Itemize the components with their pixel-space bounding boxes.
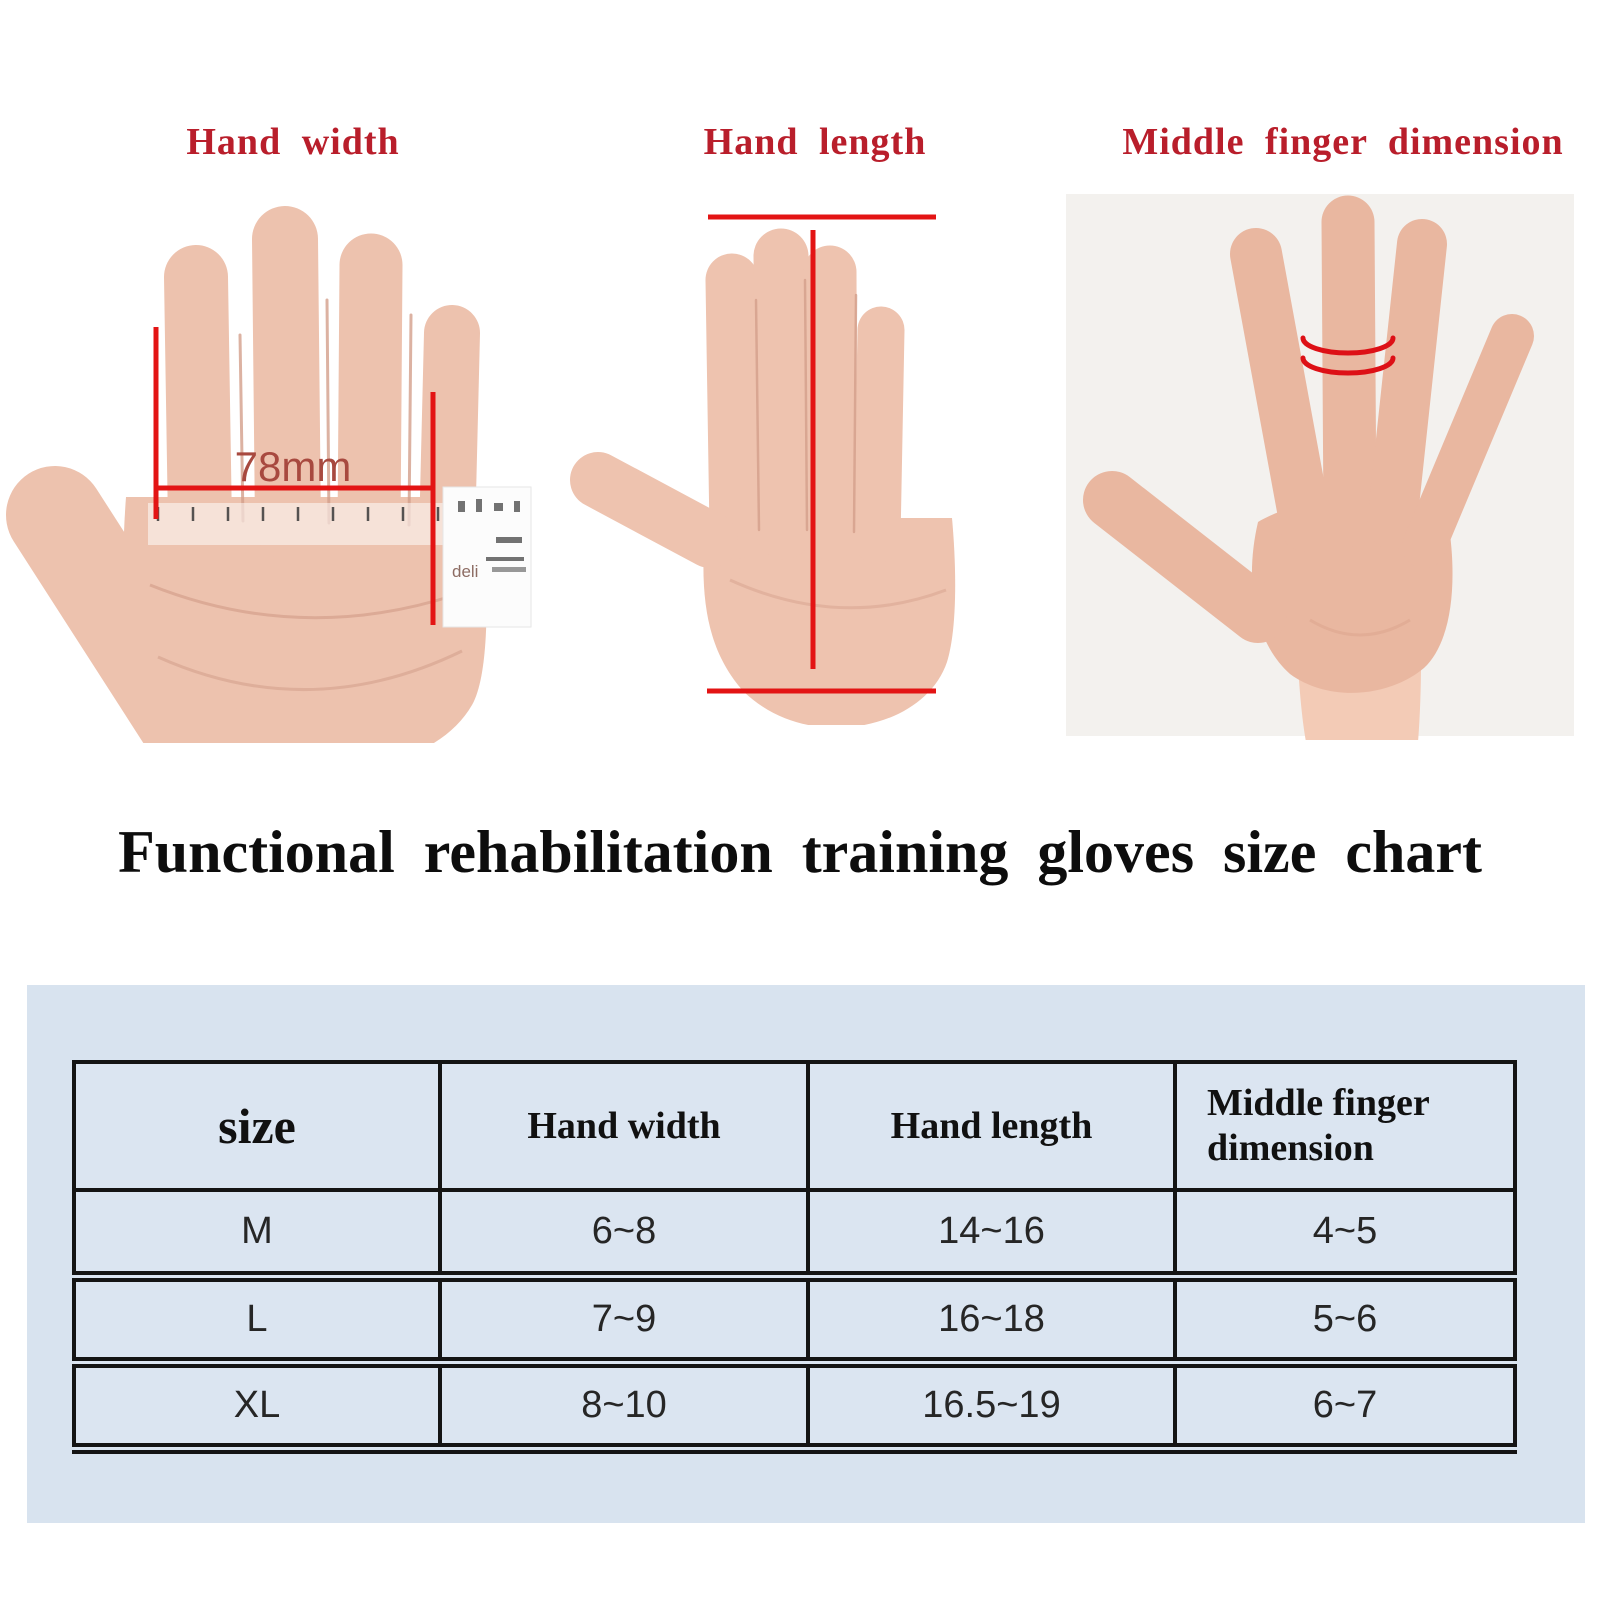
- hand-width-photo: deli 78mm: [0, 165, 560, 743]
- hand-width-label: Hand width: [186, 121, 400, 163]
- table-row-xl: XL 8~10 16.5~19 6~7: [72, 1356, 1517, 1454]
- header-hand-width: Hand width: [438, 1060, 810, 1192]
- length-measure-lines: [707, 214, 936, 694]
- size-table-header-row: size Hand width Hand length Middle finge…: [72, 1060, 1517, 1192]
- finger-gap-line: [407, 313, 413, 527]
- palm-crease: [1309, 618, 1411, 637]
- middle-finger-photo: [1060, 190, 1580, 740]
- cell-hand-length: 16.5~19: [806, 1356, 1177, 1454]
- thumb: [1083, 471, 1287, 643]
- middle-finger: [753, 228, 812, 560]
- width-measure-lines: [153, 327, 436, 625]
- header-middle-finger: Middle finger dimension: [1173, 1060, 1517, 1192]
- finger-gap-line: [852, 293, 858, 534]
- ruler-brand-text: deli: [452, 562, 478, 581]
- index-finger: [705, 253, 763, 559]
- finger-gap-line: [803, 278, 809, 532]
- hand-width-illustration: deli 78mm: [6, 206, 532, 743]
- index-finger: [164, 245, 232, 557]
- hand-length-label: Hand length: [703, 121, 927, 163]
- cell-hand-width: 7~9: [438, 1270, 810, 1364]
- palm-crease: [157, 649, 463, 692]
- cell-hand-length: 16~18: [806, 1270, 1177, 1364]
- thumb: [570, 452, 738, 568]
- cell-size: XL: [72, 1356, 442, 1454]
- index-finger: [1230, 228, 1332, 552]
- ring-finger: [337, 233, 403, 561]
- middle-finger-illustration: [1066, 194, 1574, 740]
- table-row-l: L 7~9 16~18 5~6: [72, 1270, 1517, 1364]
- hand-width-value: 78mm: [235, 443, 352, 490]
- ring-finger: [1367, 219, 1447, 549]
- hand-length-illustration: [570, 214, 956, 725]
- page-title: Functional rehabilitation training glove…: [118, 819, 1482, 885]
- table-row-m: M 6~8 14~16 4~5: [72, 1188, 1517, 1278]
- straight-hand-shape: [570, 228, 956, 725]
- palm-crease: [729, 578, 947, 610]
- middle-finger: [252, 206, 321, 560]
- palm-hand-shape: [6, 206, 487, 743]
- cell-size: L: [72, 1270, 442, 1364]
- cell-hand-width: 6~8: [438, 1188, 810, 1278]
- size-table: size Hand width Hand length Middle finge…: [72, 1060, 1517, 1454]
- cell-hand-length: 14~16: [806, 1188, 1177, 1278]
- ruler-print-marks: [492, 567, 526, 572]
- finger-gap-line: [754, 298, 761, 532]
- ring-circumference-icon: [1300, 335, 1396, 376]
- cell-size: M: [72, 1188, 442, 1278]
- pinky-finger: [1402, 314, 1534, 568]
- finger-gap-line: [238, 333, 245, 523]
- pinky-finger: [853, 306, 905, 564]
- header-hand-length: Hand length: [806, 1060, 1177, 1192]
- cell-middle-finger: 4~5: [1173, 1188, 1517, 1278]
- middle-finger-label: Middle finger dimension: [1122, 121, 1564, 163]
- thumb: [6, 466, 239, 743]
- ring-finger: [803, 245, 858, 561]
- circumference-arrow-bottom: [1300, 355, 1396, 376]
- cell-middle-finger: 5~6: [1173, 1270, 1517, 1364]
- circumference-arrow-top: [1300, 335, 1396, 356]
- palm-crease: [149, 583, 456, 620]
- ruler-icon: deli: [148, 486, 532, 628]
- palm: [703, 518, 956, 725]
- cell-hand-width: 8~10: [438, 1356, 810, 1454]
- header-size: size: [72, 1060, 442, 1192]
- cell-middle-finger: 6~7: [1173, 1356, 1517, 1454]
- hand-length-photo: [560, 180, 980, 725]
- ruler-print-marks: [458, 499, 524, 561]
